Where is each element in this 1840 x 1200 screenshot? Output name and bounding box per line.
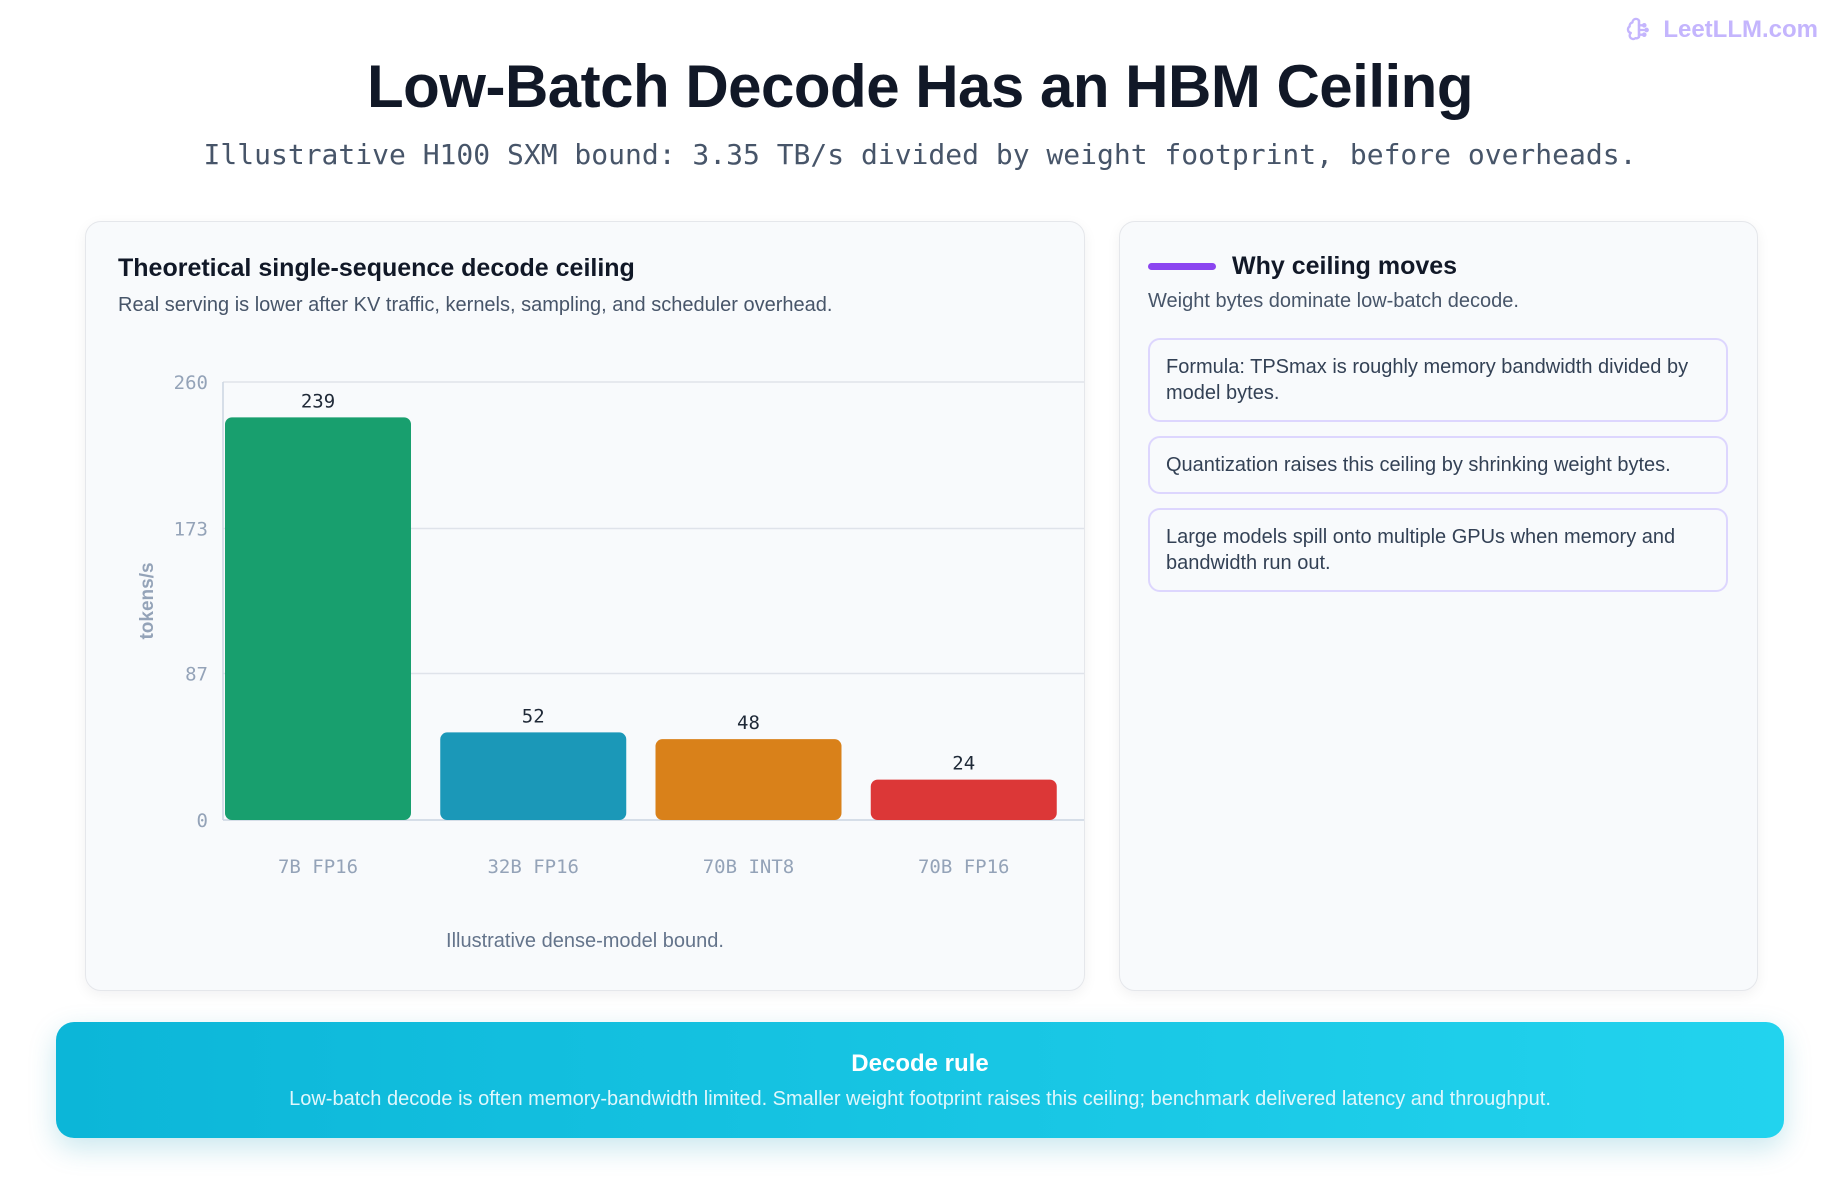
y-axis-label: tokens/s [137,562,158,639]
x-tick-label: 70B INT8 [703,856,795,878]
bar [870,779,1057,820]
note-quantization: Quantization raises this ceiling by shri… [1148,436,1728,494]
x-tick-label: 70B FP16 [918,856,1010,878]
x-tick-label: 7B FP16 [278,856,358,878]
brain-icon [1627,17,1650,41]
decode-rule-banner: Decode rule Low-batch decode is often me… [56,1022,1784,1138]
y-tick-label: 260 [174,372,208,394]
bar-chart: 0 87 173 260 tokens/s 239 7B FP16 52 32B FP16 48 7… [137,372,1084,878]
bar [225,417,411,820]
page-title: Low-Batch Decode Has an HBM Ceiling [367,53,1473,120]
bar [655,739,842,820]
brand: LeetLLM.com [1625,16,1818,44]
chart-panel: Theoretical single-sequence decode ceili… [85,221,1085,991]
bar-value-label: 48 [737,712,760,734]
y-tick-label: 87 [185,663,208,685]
accent-bar [1148,263,1216,270]
page-subtitle: Illustrative H100 SXM bound: 3.35 TB/s d… [203,138,1637,171]
bar-value-label: 52 [522,705,545,727]
side-title: Why ceiling moves [1232,252,1458,280]
side-subtitle: Weight bytes dominate low-batch decode. [1148,290,1519,312]
chart-footnote: Illustrative dense-model bound. [446,930,724,952]
rule-title: Decode rule [851,1050,989,1077]
chart-title: Theoretical single-sequence decode ceili… [118,254,635,282]
rule-text: Low-batch decode is often memory-bandwid… [289,1088,1551,1110]
chart-subtitle: Real serving is lower after KV traffic, … [118,294,833,316]
y-tick-label: 173 [174,519,208,541]
bar [440,732,627,820]
brand-name[interactable]: LeetLLM.com [1663,16,1818,43]
side-header: Why ceiling moves [1148,252,1457,281]
side-panel: Why ceiling moves Weight bytes dominate … [1119,221,1758,991]
x-tick-label: 32B FP16 [487,856,579,878]
note-multi-gpu: Large models spill onto multiple GPUs wh… [1148,508,1728,592]
notes-list: Formula: TPSmax is roughly memory bandwi… [1148,338,1728,606]
bar-value-label: 24 [952,753,975,775]
y-tick-label: 0 [197,810,208,832]
note-formula: Formula: TPSmax is roughly memory bandwi… [1148,338,1728,422]
bar-value-label: 239 [301,390,335,412]
